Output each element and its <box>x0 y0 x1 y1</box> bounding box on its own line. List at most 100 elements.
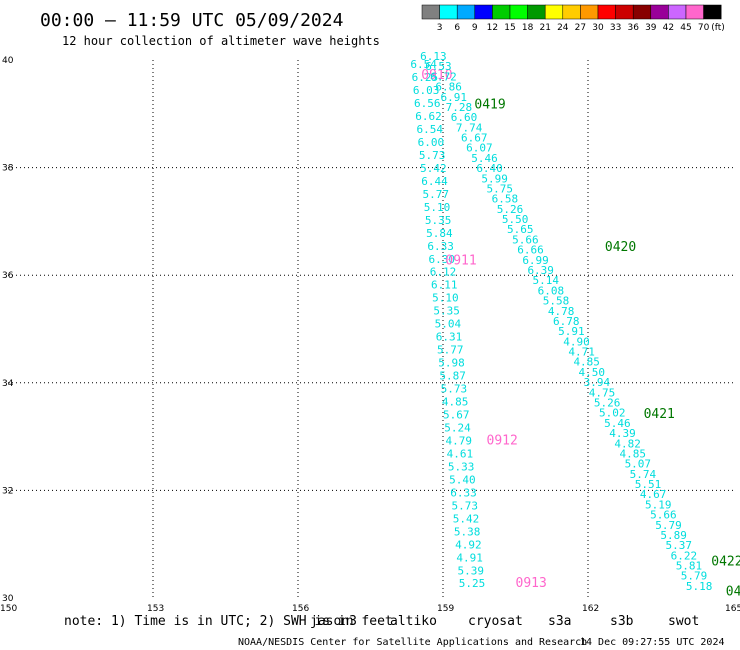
colorbar-label: 45 <box>680 23 691 33</box>
colorbar-swatch <box>456 4 476 20</box>
x-tick-label: 159 <box>437 604 454 614</box>
wave-height-value: 4.82 <box>614 437 641 450</box>
wave-height-value: 5.73 <box>441 383 468 396</box>
colorbar-label: 33 <box>610 23 621 33</box>
wave-height-value: 5.39 <box>458 564 485 577</box>
wave-height-value: 5.87 <box>439 370 466 383</box>
wave-height-value: 6.07 <box>466 142 493 155</box>
wave-height-value: 6.11 <box>431 279 458 292</box>
wave-height-value: 6.58 <box>492 193 519 206</box>
pass-time-label: 0913 <box>516 576 547 591</box>
colorbar-label: 70 <box>698 23 710 33</box>
pass-time-label: 0912 <box>487 434 518 449</box>
wave-height-value: 6.66 <box>517 244 544 257</box>
wave-height-value: 5.98 <box>438 357 465 370</box>
wave-height-value: 5.10 <box>432 292 459 305</box>
wave-height-value: 4.75 <box>589 386 616 399</box>
colorbar-swatch <box>650 4 669 20</box>
wave-height-value: 5.37 <box>665 539 692 552</box>
colorbar-label: 27 <box>575 23 586 33</box>
wave-height-value: 5.79 <box>655 519 682 532</box>
wave-height-value: 5.42 <box>453 512 480 525</box>
footer-timestamp: 14 Dec 09:27:55 UTC 2024 <box>580 637 725 648</box>
wave-height-value: 5.35 <box>433 305 460 318</box>
wave-height-value: 4.78 <box>548 305 575 318</box>
wave-height-value: 6.99 <box>522 254 549 267</box>
color-legend: 3 6 9 12 15 18 21 24 27 30 33 36 39 42 45 70 (ft) <box>421 4 725 33</box>
wave-height-value: 4.90 <box>563 335 590 348</box>
colorbar-label: 39 <box>645 23 657 33</box>
y-tick-label: 34 <box>2 379 14 389</box>
wave-height-value: 6.60 <box>451 111 478 124</box>
wave-height-value: 4.67 <box>640 488 667 501</box>
satellite-legend-item: jason3 <box>310 614 357 629</box>
colorbar-label: 9 <box>472 23 478 33</box>
colorbar-swatch <box>544 4 564 20</box>
pass-time-label: 0420 <box>605 240 636 255</box>
wave-height-value: 5.07 <box>625 458 652 471</box>
chart-title: 00:00 – 11:59 UTC 05/09/2024 <box>40 10 343 31</box>
colorbar-label: 12 <box>487 23 498 33</box>
wave-height-value: 6.86 <box>435 81 462 94</box>
footer-credit: NOAA/NESDIS Center for Satellite Applica… <box>238 637 587 648</box>
wave-height-value: 4.79 <box>445 434 472 447</box>
wave-height-value: 6.67 <box>461 132 488 145</box>
wave-height-value: 6.00 <box>418 136 445 149</box>
colorbar-label: 21 <box>539 23 550 33</box>
pass-time-label: 0423 <box>726 584 740 599</box>
wave-height-value: 5.26 <box>594 396 621 409</box>
wave-height-value: 5.99 <box>481 172 508 185</box>
colorbar-swatch <box>615 4 634 20</box>
wave-height-value: 6.44 <box>421 175 448 188</box>
wave-height-value: 6.30 <box>429 253 456 266</box>
colorbar-swatch <box>421 4 440 20</box>
wave-height-value: 5.24 <box>444 421 471 434</box>
wave-height-value: 5.18 <box>686 580 713 593</box>
wave-height-value: 6.53 <box>425 60 452 73</box>
wave-height-value: 4.61 <box>447 447 474 460</box>
wave-height-value: 5.02 <box>599 407 626 420</box>
wave-height-value: 6.08 <box>538 284 565 297</box>
colorbar-unit: (ft) <box>711 23 725 33</box>
y-tick-label: 38 <box>2 164 14 174</box>
wave-height-value: 6.03 <box>413 84 440 97</box>
colorbar-swatch <box>562 4 581 20</box>
wave-height-value: 4.91 <box>456 551 483 564</box>
y-tick-label: 36 <box>2 271 14 281</box>
wave-height-value: 5.58 <box>543 295 570 308</box>
colorbar-swatch <box>632 4 652 20</box>
wave-height-value: 6.33 <box>450 486 477 499</box>
y-tick-label: 32 <box>2 486 13 496</box>
wave-height-value: 5.50 <box>502 213 529 226</box>
pass-time-label: 0910 <box>421 68 452 83</box>
colorbar-swatch <box>580 4 599 20</box>
wave-height-value: 5.67 <box>443 409 470 422</box>
colorbar-label: 3 <box>437 23 443 33</box>
x-tick-label: 150 <box>0 604 17 614</box>
wave-height-value: 6.54 <box>416 123 443 136</box>
x-tick-label: 162 <box>582 604 599 614</box>
x-tick-label: 165 <box>725 604 740 614</box>
wave-height-value: 6.40 <box>476 162 503 175</box>
wave-height-value: 5.46 <box>604 417 631 430</box>
colorbar-label: 6 <box>454 23 460 33</box>
wave-height-value: 4.85 <box>573 356 600 369</box>
wave-height-value: 5.75 <box>487 182 514 195</box>
wave-height-value: 6.12 <box>430 266 457 279</box>
wave-height-value: 6.25 <box>412 71 439 84</box>
wave-height-value: 4.85 <box>442 396 469 409</box>
grid-lines <box>8 60 733 598</box>
wave-height-value: 5.25 <box>459 577 486 590</box>
satellite-legend-item: cryosat <box>468 614 523 629</box>
wave-height-value: 6.39 <box>527 264 554 277</box>
wave-height-value: 6.31 <box>436 331 463 344</box>
chart-subtitle: 12 hour collection of altimeter wave hei… <box>62 34 380 48</box>
wave-height-value: 3.94 <box>584 376 611 389</box>
wave-height-value: 5.65 <box>507 223 534 236</box>
wave-height-value: 5.33 <box>448 460 475 473</box>
wave-height-value: 5.14 <box>533 274 560 287</box>
wave-height-value: 5.79 <box>681 570 708 583</box>
wave-height-value: 5.04 <box>435 318 462 331</box>
wave-height-value: 4.50 <box>579 366 606 379</box>
